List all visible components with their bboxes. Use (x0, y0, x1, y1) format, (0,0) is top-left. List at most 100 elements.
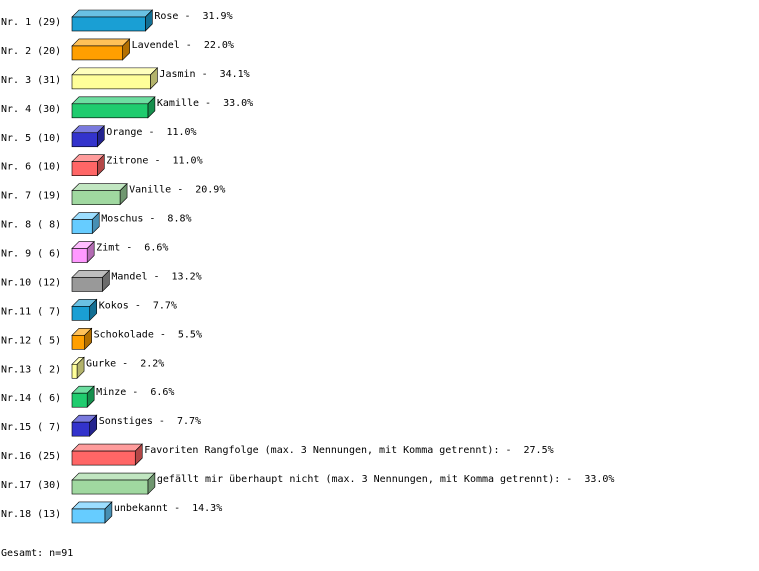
bar-label: Schokolade - 5.5% (94, 329, 202, 340)
category-label: Nr. 8 ( 8) (1, 220, 61, 231)
value-label: 5.5% (178, 329, 202, 340)
bar (71, 335, 85, 350)
bar (71, 103, 149, 119)
value-label: 20.9% (195, 185, 225, 196)
bar (71, 508, 106, 524)
bar-name: Moschus - (101, 214, 155, 225)
bar-label: Mandel - 13.2% (111, 271, 201, 282)
value-label: 22.0% (204, 40, 234, 51)
bar-label: Moschus - 8.8% (101, 214, 191, 225)
bar-top (71, 183, 128, 191)
bar (71, 74, 151, 90)
value-label: 11.0% (172, 156, 202, 167)
value-label: 8.8% (167, 214, 191, 225)
bar (71, 248, 88, 263)
bar-label: Minze - 6.6% (96, 387, 174, 398)
bar-label: Gurke - 2.2% (86, 358, 164, 369)
category-label: Nr.16 (25) (1, 451, 61, 462)
category-label: Nr.15 ( 7) (1, 422, 61, 433)
category-label: Nr. 4 (30) (1, 104, 61, 115)
bar-label: Lavendel - 22.0% (132, 40, 234, 51)
bar (71, 132, 98, 148)
bar-name: gefällt mir überhaupt nicht (max. 3 Nenn… (157, 474, 572, 485)
value-label: 34.1% (220, 69, 250, 80)
value-label: 6.6% (144, 243, 168, 254)
bar-name: Jasmin - (159, 69, 207, 80)
category-label: Nr. 2 (20) (1, 46, 61, 57)
bar-top (71, 472, 156, 481)
bar-label: Zitrone - 11.0% (106, 156, 202, 167)
bar-label: unbekannt - 14.3% (114, 503, 222, 514)
bar-name: Zitrone - (106, 156, 160, 167)
value-label: 11.0% (166, 127, 196, 138)
bar-name: Lavendel - (132, 40, 192, 51)
bar-name: Orange - (106, 127, 154, 138)
bar-label: Favoriten Rangfolge (max. 3 Nennungen, m… (144, 445, 553, 456)
bar-name: Vanille - (129, 185, 183, 196)
bar (71, 450, 136, 466)
value-label: 31.9% (202, 11, 232, 22)
bar-top (71, 443, 143, 452)
bar-label: Zimt - 6.6% (96, 243, 168, 254)
bar-name: unbekannt - (114, 503, 180, 514)
category-label: Nr.14 ( 6) (1, 393, 61, 404)
bar-label: Jasmin - 34.1% (159, 69, 249, 80)
value-label: 33.0% (223, 98, 253, 109)
bar-top (71, 67, 159, 76)
bar-name: Minze - (96, 387, 138, 398)
category-label: Nr. 6 (10) (1, 162, 61, 173)
category-label: Nr. 3 (31) (1, 75, 61, 86)
bar-name: Rose - (154, 11, 190, 22)
bar-name: Zimt - (96, 243, 132, 254)
bar-name: Sonstiges - (99, 416, 165, 427)
category-label: Nr.12 ( 5) (1, 335, 61, 346)
bar-label: Vanille - 20.9% (129, 185, 225, 196)
bar-top (71, 9, 154, 18)
value-label: 14.3% (192, 503, 222, 514)
bar-label: Rose - 31.9% (154, 11, 232, 22)
category-label: Nr.11 ( 7) (1, 306, 61, 317)
bar-label: gefällt mir überhaupt nicht (max. 3 Nenn… (157, 474, 615, 485)
bar-label: Sonstiges - 7.7% (99, 416, 201, 427)
bar-label: Kokos - 7.7% (99, 300, 177, 311)
bar (71, 392, 88, 408)
category-label: Nr.17 (30) (1, 480, 61, 491)
bar-name: Kamille - (157, 98, 211, 109)
bar (71, 363, 78, 379)
category-label: Nr. 9 ( 6) (1, 249, 61, 260)
value-label: 27.5% (524, 445, 554, 456)
bar-label: Kamille - 33.0% (157, 98, 253, 109)
category-label: Nr. 1 (29) (1, 17, 61, 28)
bar-top (71, 96, 156, 105)
category-label: Nr. 7 (19) (1, 191, 61, 202)
bar-name: Kokos - (99, 300, 141, 311)
bar (71, 306, 91, 321)
bar-label: Orange - 11.0% (106, 127, 196, 138)
category-label: Nr. 5 (10) (1, 133, 61, 144)
bar (71, 16, 146, 32)
bar-name: Schokolade - (94, 329, 166, 340)
bar-top (71, 38, 131, 47)
bar (71, 190, 121, 205)
bar (71, 421, 91, 437)
bar (71, 219, 93, 234)
value-label: 2.2% (140, 358, 164, 369)
value-label: 7.7% (177, 416, 201, 427)
value-label: 7.7% (153, 300, 177, 311)
bar (71, 161, 98, 176)
bar-name: Gurke - (86, 358, 128, 369)
category-label: Nr.13 ( 2) (1, 364, 61, 375)
bar (71, 479, 149, 495)
bar (71, 277, 103, 292)
bar (71, 45, 123, 61)
value-label: 13.2% (172, 271, 202, 282)
footer: Gesamt: n=91 (1, 548, 73, 559)
category-label: Nr.18 (13) (1, 509, 61, 520)
value-label: 33.0% (584, 474, 614, 485)
bar-name: Favoriten Rangfolge (max. 3 Nennungen, m… (144, 445, 511, 456)
category-label: Nr.10 (12) (1, 277, 61, 288)
bar-name: Mandel - (111, 271, 159, 282)
value-label: 6.6% (150, 387, 174, 398)
